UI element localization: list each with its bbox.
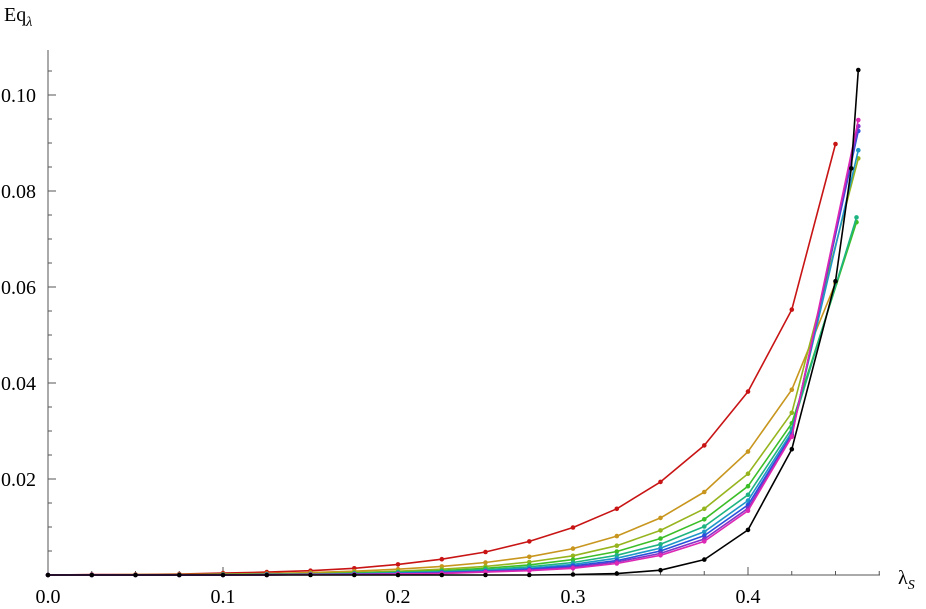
data-point	[745, 449, 751, 454]
series-2	[45, 280, 838, 578]
data-point	[789, 410, 795, 416]
data-point	[849, 166, 854, 171]
x-tick-label: 0.4	[736, 586, 761, 608]
y-tick-label: 0.06	[1, 277, 36, 299]
data-point	[702, 539, 707, 544]
data-point	[527, 568, 532, 573]
series-6	[45, 147, 861, 578]
data-point	[658, 536, 663, 541]
data-point	[658, 553, 663, 558]
data-point	[614, 571, 620, 576]
data-point	[352, 572, 357, 578]
y-tick-label: 0.02	[1, 469, 36, 491]
data-point	[702, 443, 707, 448]
x-axis-title-sub: S	[908, 578, 915, 593]
x-axis-title-main: λ	[898, 567, 908, 589]
data-point	[789, 434, 795, 440]
y-tick-label: 0.08	[1, 181, 36, 203]
data-point	[308, 572, 313, 578]
series-line	[48, 221, 858, 576]
x-tick-label: 0.2	[386, 586, 411, 608]
data-point	[220, 572, 226, 578]
data-point	[856, 147, 861, 153]
y-tick-label: 0.04	[1, 373, 36, 395]
data-point	[745, 508, 751, 513]
y-axis-title: Eqλ	[4, 4, 32, 30]
data-point	[527, 572, 532, 578]
y-axis-title-sub: λ	[25, 15, 32, 30]
data-point	[856, 117, 861, 123]
data-point	[789, 446, 795, 452]
data-point	[745, 492, 751, 498]
data-point	[745, 483, 751, 489]
data-point	[614, 506, 620, 512]
data-point	[439, 556, 445, 562]
series-line	[48, 150, 860, 576]
series-group	[45, 67, 861, 578]
series-line	[48, 119, 860, 576]
axis-titles: Eqλ λS	[4, 4, 915, 593]
data-point	[854, 215, 859, 220]
data-point	[658, 567, 663, 573]
data-point	[833, 278, 838, 284]
series-1	[45, 141, 838, 578]
data-point	[658, 542, 663, 547]
data-point	[614, 533, 620, 539]
data-point	[439, 572, 445, 578]
data-point	[483, 572, 488, 578]
series-5	[45, 215, 859, 578]
data-point	[614, 561, 620, 566]
data-point	[527, 554, 532, 560]
data-point	[658, 528, 663, 533]
series-line	[48, 69, 860, 576]
data-point	[570, 525, 576, 530]
data-point	[745, 389, 751, 394]
data-point	[856, 67, 861, 73]
data-point	[570, 572, 576, 577]
series-4	[45, 219, 859, 578]
data-point	[702, 533, 707, 538]
data-point	[395, 562, 401, 567]
data-point	[745, 471, 751, 477]
data-point	[264, 572, 270, 578]
series-line	[48, 217, 858, 576]
data-point	[570, 566, 576, 571]
data-point	[789, 307, 795, 312]
series-10	[45, 67, 861, 578]
x-axis-title: λS	[898, 567, 915, 593]
data-point	[702, 517, 707, 522]
data-point	[89, 572, 95, 578]
y-axis-title-main: Eq	[4, 4, 26, 26]
data-point	[45, 572, 51, 578]
data-point	[833, 141, 838, 147]
x-tick-label: 0.3	[561, 586, 586, 608]
data-point	[395, 572, 401, 578]
data-point	[483, 560, 488, 565]
data-point	[789, 387, 795, 393]
data-point	[702, 557, 707, 562]
data-point	[745, 527, 751, 533]
data-point	[133, 572, 138, 578]
data-point	[570, 553, 576, 559]
data-point	[658, 515, 663, 521]
series-8	[45, 123, 861, 578]
data-point	[702, 489, 707, 495]
data-point	[527, 539, 532, 544]
data-point	[702, 529, 707, 535]
y-tick-label: 0.10	[1, 85, 36, 107]
x-tick-label: 0.0	[36, 586, 61, 608]
data-point	[483, 549, 488, 555]
data-point	[177, 572, 182, 578]
data-point	[614, 549, 620, 554]
data-point	[658, 479, 663, 485]
data-point	[570, 546, 576, 551]
data-point	[614, 543, 620, 548]
series-7	[45, 128, 861, 578]
data-point	[702, 506, 707, 512]
data-point	[702, 524, 707, 529]
axis-ticks: 0.0 0.1 0.2 0.3 0.4 0.02 0.04 0.06 0.08 0.10	[1, 70, 880, 608]
x-tick-label: 0.1	[211, 586, 236, 608]
